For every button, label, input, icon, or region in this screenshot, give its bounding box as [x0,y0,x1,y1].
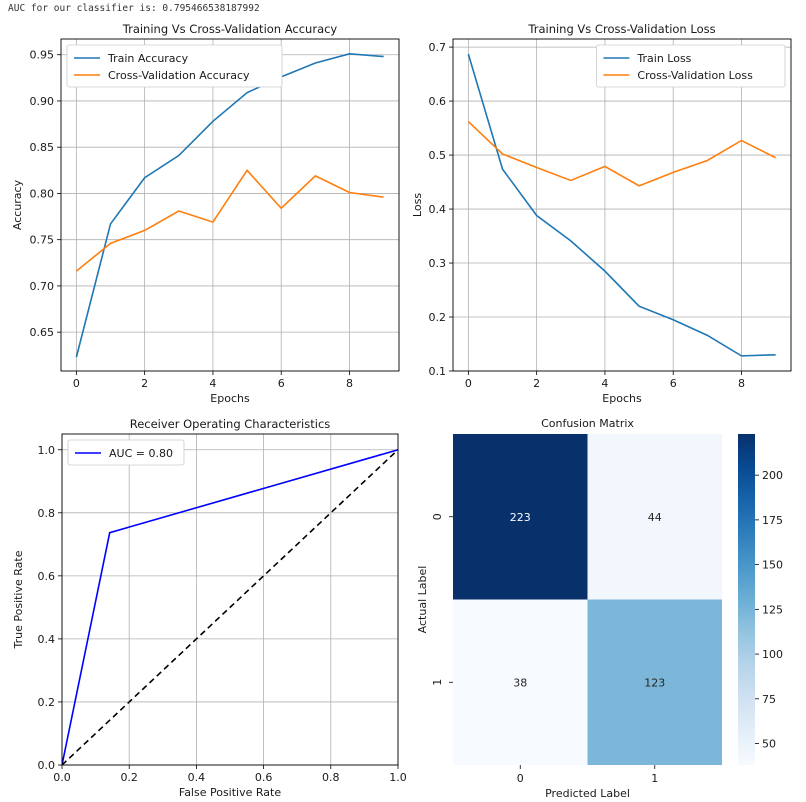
x-tick-label: 1 [651,772,658,785]
y-tick-label: 0.80 [30,187,55,200]
legend-label: Train Accuracy [107,52,189,65]
x-axis-label: Epochs [210,392,250,405]
y-tick-label: 0.4 [38,633,56,646]
series-line-0 [75,52,384,358]
x-tick-label: 2 [533,377,540,390]
chart-title: Receiver Operating Characteristics [130,417,331,431]
accuracy-chart: 0 2 4 6 8 0.65 0.70 0.75 0.80 0.85 0.90 0.95 Trainin… [11,22,400,405]
y-tick-label: 0.5 [429,149,447,162]
colorbar [738,434,755,765]
series-line-0 [467,53,776,357]
y-axis-label: True Positive Rate [12,550,25,649]
y-tick-label: 0.90 [30,95,55,108]
y-tick-label: 0.6 [38,570,56,583]
roc-chart: 0.0 0.2 0.4 0.6 0.8 1.0 0.0 0.2 0.4 0.6 0.8 1.0 Rece… [12,417,407,799]
colorbar-tick-label: 75 [762,693,776,706]
legend: Train Accuracy Cross-Validation Accuracy [66,44,283,88]
y-tick-label: 0.70 [30,280,55,293]
colorbar-tick-label: 200 [762,469,783,482]
y-tick-label: 0 [431,513,444,520]
colorbar-tick-label: 150 [762,559,783,572]
x-tick-label: 0.2 [120,771,138,784]
y-axis-label: Loss [411,193,424,217]
cell-value-label: 44 [648,511,662,524]
heatmap-cell [587,599,722,765]
series-line-0 [62,448,398,765]
x-tick-label: 6 [278,377,285,390]
y-tick-label: 0.2 [38,696,56,709]
legend-label: Cross-Validation Loss [637,69,753,82]
legend-box [66,44,283,88]
colorbar-tick-label: 100 [762,648,783,661]
y-tick-label: 0.85 [30,141,55,154]
series-line-1 [75,169,384,272]
y-tick-label: 1 [431,679,444,686]
x-tick-label: 0.6 [255,771,273,784]
x-tick-label: 0.4 [188,771,206,784]
legend-label: Cross-Validation Accuracy [108,69,250,82]
heatmap-cell [587,434,722,600]
heatmap-cell [453,434,588,600]
series-line-1 [467,121,777,187]
legend: AUC = 0.80 [67,439,185,466]
x-tick-label: 0 [73,377,80,390]
y-tick-label: 0.1 [429,365,447,378]
x-axis-label: Predicted Label [545,787,630,800]
y-tick-label: 0.7 [429,41,447,54]
x-tick-label: 0 [465,377,472,390]
colorbar-tick-label: 125 [762,603,783,616]
legend: Train Loss Cross-Validation Loss [596,44,786,88]
y-tick-label: 0.4 [429,203,447,216]
legend-box [67,439,185,466]
x-tick-label: 4 [601,377,608,390]
y-tick-label: 0.95 [30,49,55,62]
cell-value-label: 123 [644,676,665,689]
y-tick-label: 0.65 [30,326,55,339]
diagonal-reference-line [62,449,398,765]
heatmap-cell [453,599,588,765]
legend-label: AUC = 0.80 [109,447,173,460]
x-tick-label: 2 [141,377,148,390]
chart-title: Training Vs Cross-Validation Accuracy [122,22,338,36]
x-tick-label: 1.0 [389,771,407,784]
colorbar-tick-label: 50 [762,738,776,751]
x-tick-label: 0 [517,772,524,785]
colorbar-tick-label: 175 [762,514,783,527]
chart-title: Confusion Matrix [541,417,634,430]
y-axis-label: Accuracy [11,179,24,230]
x-tick-label: 8 [738,377,745,390]
x-tick-label: 8 [346,377,353,390]
y-tick-label: 0.3 [429,257,447,270]
y-tick-label: 1.0 [38,444,56,457]
cell-value-label: 223 [510,511,531,524]
x-tick-label: 4 [209,377,216,390]
plot-frame [60,38,400,372]
y-tick-label: 0.0 [38,759,56,772]
x-tick-label: 0.0 [53,771,71,784]
y-tick-label: 0.8 [38,507,56,520]
y-tick-label: 0.6 [429,95,447,108]
x-tick-label: 0.8 [322,771,340,784]
x-axis-label: False Positive Rate [179,786,281,799]
legend-box [596,44,786,88]
y-axis-label: Actual Label [416,566,429,634]
chart-title: Training Vs Cross-Validation Loss [527,22,715,36]
loss-chart: 0 2 4 6 8 0.1 0.2 0.3 0.4 0.5 0.6 0.7 Training Vs Cr… [411,22,792,405]
plot-frame [452,38,792,372]
legend-label: Train Loss [636,52,691,65]
auc-output-text: AUC for our classifier is: 0.79546653818… [8,3,260,14]
y-tick-label: 0.2 [429,311,447,324]
cell-value-label: 38 [513,676,527,689]
x-axis-label: Epochs [602,392,642,405]
y-tick-label: 0.75 [30,234,55,247]
x-tick-label: 6 [670,377,677,390]
confusion-matrix-chart: 223 44 38 123 0 1 0 1 Confusion Matrix Predicted … [416,417,783,800]
plot-frame [61,433,399,766]
